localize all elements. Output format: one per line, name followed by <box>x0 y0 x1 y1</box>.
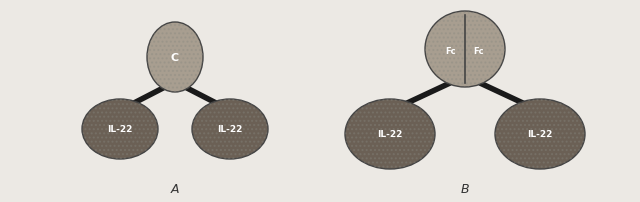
Text: A: A <box>171 183 179 196</box>
Text: IL-22: IL-22 <box>218 125 243 134</box>
Text: IL-22: IL-22 <box>527 130 553 139</box>
Ellipse shape <box>495 100 585 169</box>
Text: Fc: Fc <box>445 47 456 56</box>
Text: Fc: Fc <box>474 47 484 56</box>
Text: IL-22: IL-22 <box>108 125 132 134</box>
Ellipse shape <box>82 100 158 159</box>
Ellipse shape <box>345 100 435 169</box>
Text: C: C <box>171 53 179 63</box>
Ellipse shape <box>192 100 268 159</box>
Text: B: B <box>461 183 469 196</box>
Text: IL-22: IL-22 <box>378 130 403 139</box>
Ellipse shape <box>147 23 203 93</box>
Ellipse shape <box>425 12 505 87</box>
